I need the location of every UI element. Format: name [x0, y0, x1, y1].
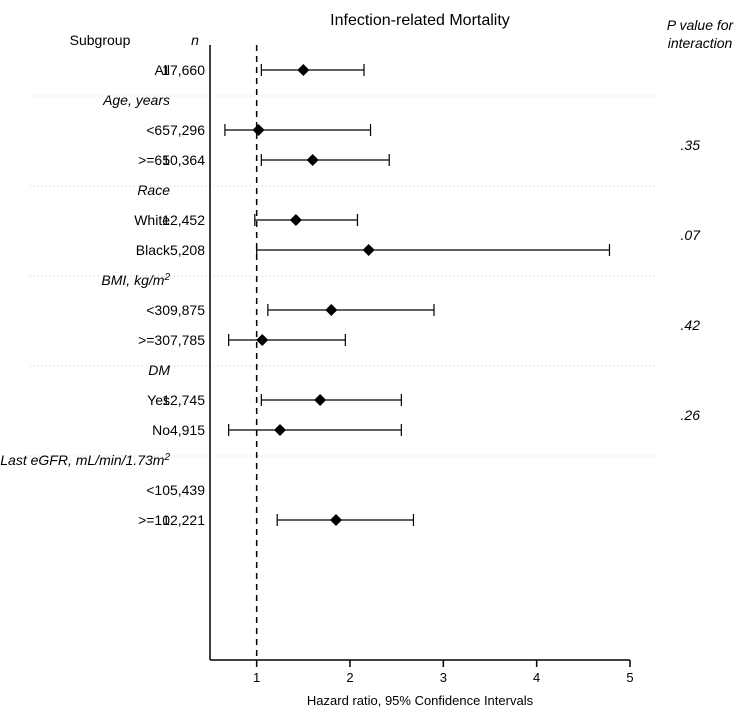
x-tick-label: 3 — [440, 670, 447, 685]
row-n: 17,660 — [162, 62, 205, 78]
forest-point — [255, 214, 358, 226]
group-label: Age, years — [102, 92, 170, 108]
row-label: No — [152, 422, 170, 438]
row-n: 12,745 — [162, 392, 205, 408]
row-label: <10 — [146, 482, 170, 498]
group-label: Race — [137, 182, 170, 198]
x-axis-label: Hazard ratio, 95% Confidence Intervals — [307, 693, 534, 708]
forest-point — [277, 514, 413, 526]
forest-point — [261, 394, 401, 406]
group-label: BMI, kg/m2 — [101, 272, 170, 289]
x-tick-label: 2 — [346, 670, 353, 685]
p-value: .07 — [681, 227, 702, 243]
p-value: .26 — [681, 407, 701, 423]
row-n: 12,452 — [162, 212, 205, 228]
row-label: <65 — [146, 122, 170, 138]
row-label: >=30 — [138, 332, 170, 348]
row-n: 7,785 — [170, 332, 205, 348]
row-n: 9,875 — [170, 302, 205, 318]
chart-title: Infection-related Mortality — [330, 12, 510, 29]
row-n: 12,221 — [162, 512, 205, 528]
pvalue-header-2: interaction — [668, 35, 733, 51]
p-value: .35 — [681, 137, 701, 153]
forest-point — [261, 64, 364, 76]
forest-point — [229, 424, 402, 436]
row-n: 5,208 — [170, 242, 205, 258]
row-label: Black — [136, 242, 171, 258]
row-label: <30 — [146, 302, 170, 318]
p-value: .42 — [681, 317, 701, 333]
forest-point — [257, 244, 610, 256]
x-tick-label: 5 — [626, 670, 633, 685]
forest-plot: Infection-related Mortality Subgroup n P va… — [0, 0, 751, 715]
row-n: 10,364 — [162, 152, 205, 168]
row-n: 4,915 — [170, 422, 205, 438]
x-tick-label: 4 — [533, 670, 540, 685]
forest-point — [229, 334, 346, 346]
row-n: 5,439 — [170, 482, 205, 498]
forest-point — [268, 304, 434, 316]
x-tick-label: 1 — [253, 670, 260, 685]
row-n: 7,296 — [170, 122, 205, 138]
group-label: DM — [148, 362, 170, 378]
forest-point — [261, 154, 389, 166]
n-header: n — [191, 32, 199, 48]
forest-point — [225, 124, 371, 136]
group-label: Last eGFR, mL/min/1.73m2 — [0, 452, 170, 469]
pvalue-header-1: P value for — [667, 17, 735, 33]
subgroup-header: Subgroup — [70, 32, 131, 48]
